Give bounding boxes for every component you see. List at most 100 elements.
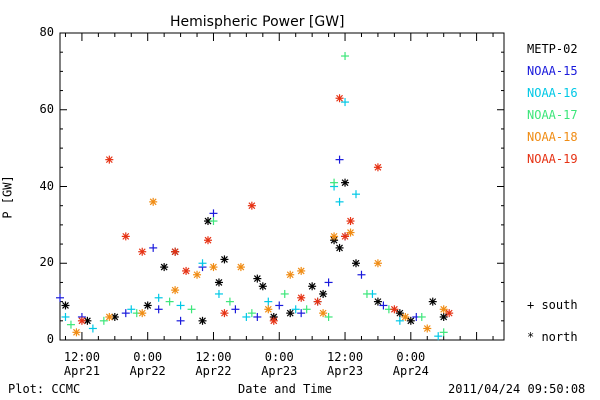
data-point xyxy=(160,263,169,272)
data-point xyxy=(138,309,147,318)
x-tick-label-date: Apr23 xyxy=(261,364,298,378)
data-point xyxy=(395,316,404,325)
data-point xyxy=(176,316,185,325)
data-point xyxy=(149,197,158,206)
data-point xyxy=(373,163,382,172)
x-tick-label-date: Apr23 xyxy=(326,364,364,378)
legend-item: NOAA-17 xyxy=(527,108,578,122)
data-point xyxy=(214,278,223,287)
data-point xyxy=(182,266,191,275)
chart-title: Hemispheric Power [GW] xyxy=(170,14,345,30)
data-point xyxy=(61,312,70,321)
data-point xyxy=(297,293,306,302)
data-point xyxy=(187,305,196,314)
x-tick-label-time: 0:00 xyxy=(133,350,163,364)
data-point xyxy=(379,301,388,310)
data-point xyxy=(341,52,350,61)
data-point xyxy=(341,232,350,241)
data-point xyxy=(352,190,360,199)
data-point xyxy=(204,236,212,245)
data-point xyxy=(275,301,284,310)
data-point xyxy=(209,217,218,226)
data-point xyxy=(253,274,262,283)
data-point xyxy=(171,286,180,295)
data-point xyxy=(121,232,130,241)
x-tick-label-time: 12:00 xyxy=(195,350,232,364)
data-point xyxy=(395,309,404,318)
data-point xyxy=(286,270,295,279)
data-point xyxy=(209,209,218,218)
data-point xyxy=(346,228,355,237)
data-point xyxy=(297,266,306,275)
legend-north-marker: * north xyxy=(527,330,578,344)
data-point xyxy=(302,305,311,314)
data-point xyxy=(72,328,81,337)
y-tick-label: 40 xyxy=(39,178,54,193)
data-point xyxy=(171,247,180,256)
data-point xyxy=(297,309,306,318)
data-point xyxy=(324,278,333,287)
data-point xyxy=(99,316,108,325)
x-tick-label-time: 0:00 xyxy=(264,350,294,364)
y-axis-ticks xyxy=(60,32,504,341)
data-point xyxy=(423,324,432,333)
x-tick-label-date: Apr22 xyxy=(129,364,166,378)
x-axis-label: Date and Time xyxy=(238,382,332,396)
data-point xyxy=(439,312,448,321)
data-point xyxy=(236,263,245,272)
data-point xyxy=(439,305,448,314)
data-point xyxy=(330,178,339,187)
data-point xyxy=(330,232,339,241)
data-point xyxy=(258,282,267,291)
data-point xyxy=(439,328,448,337)
legend-south-marker: + south xyxy=(527,298,578,312)
y-tick-label: 0 xyxy=(46,332,54,346)
data-point xyxy=(373,259,382,268)
data-point xyxy=(341,98,350,107)
data-point xyxy=(390,305,399,314)
data-point xyxy=(165,297,174,306)
data-point xyxy=(56,293,64,302)
x-tick-label-time: 12:00 xyxy=(63,350,100,364)
data-point xyxy=(280,289,289,298)
data-point xyxy=(88,324,97,333)
data-point xyxy=(154,305,163,314)
data-point xyxy=(264,305,273,314)
data-point xyxy=(198,259,207,268)
data-point xyxy=(247,201,256,210)
data-point xyxy=(220,255,229,264)
data-point xyxy=(373,297,382,306)
data-point xyxy=(143,301,152,310)
legend-item: NOAA-18 xyxy=(527,130,578,144)
data-point xyxy=(428,297,437,306)
x-tick-label-date: Apr21 xyxy=(63,364,100,378)
data-point xyxy=(225,297,234,306)
data-point xyxy=(406,316,415,325)
y-axis-label: P [GW] xyxy=(0,175,15,219)
data-point xyxy=(362,289,371,298)
data-point xyxy=(319,289,328,298)
data-point xyxy=(341,178,350,187)
data-point xyxy=(352,259,360,268)
y-tick-label: 20 xyxy=(39,255,54,270)
data-point xyxy=(313,297,322,306)
data-point xyxy=(66,320,75,329)
data-point xyxy=(445,309,454,318)
footer-plot-source: Plot: CCMC xyxy=(8,382,81,396)
data-point xyxy=(77,316,86,325)
data-point xyxy=(149,243,158,252)
x-tick-label-time: 12:00 xyxy=(326,350,364,364)
data-point xyxy=(209,263,218,272)
x-axis-ticks xyxy=(64,33,494,340)
data-point xyxy=(319,309,328,318)
data-point xyxy=(357,270,366,279)
data-point xyxy=(154,293,163,302)
y-tick-label: 80 xyxy=(39,25,54,39)
data-point xyxy=(127,305,136,314)
data-point xyxy=(291,305,300,314)
legend-item: NOAA-16 xyxy=(527,86,578,100)
data-point xyxy=(335,94,344,103)
data-point xyxy=(417,312,426,321)
data-point xyxy=(220,309,229,318)
data-point xyxy=(105,155,114,164)
